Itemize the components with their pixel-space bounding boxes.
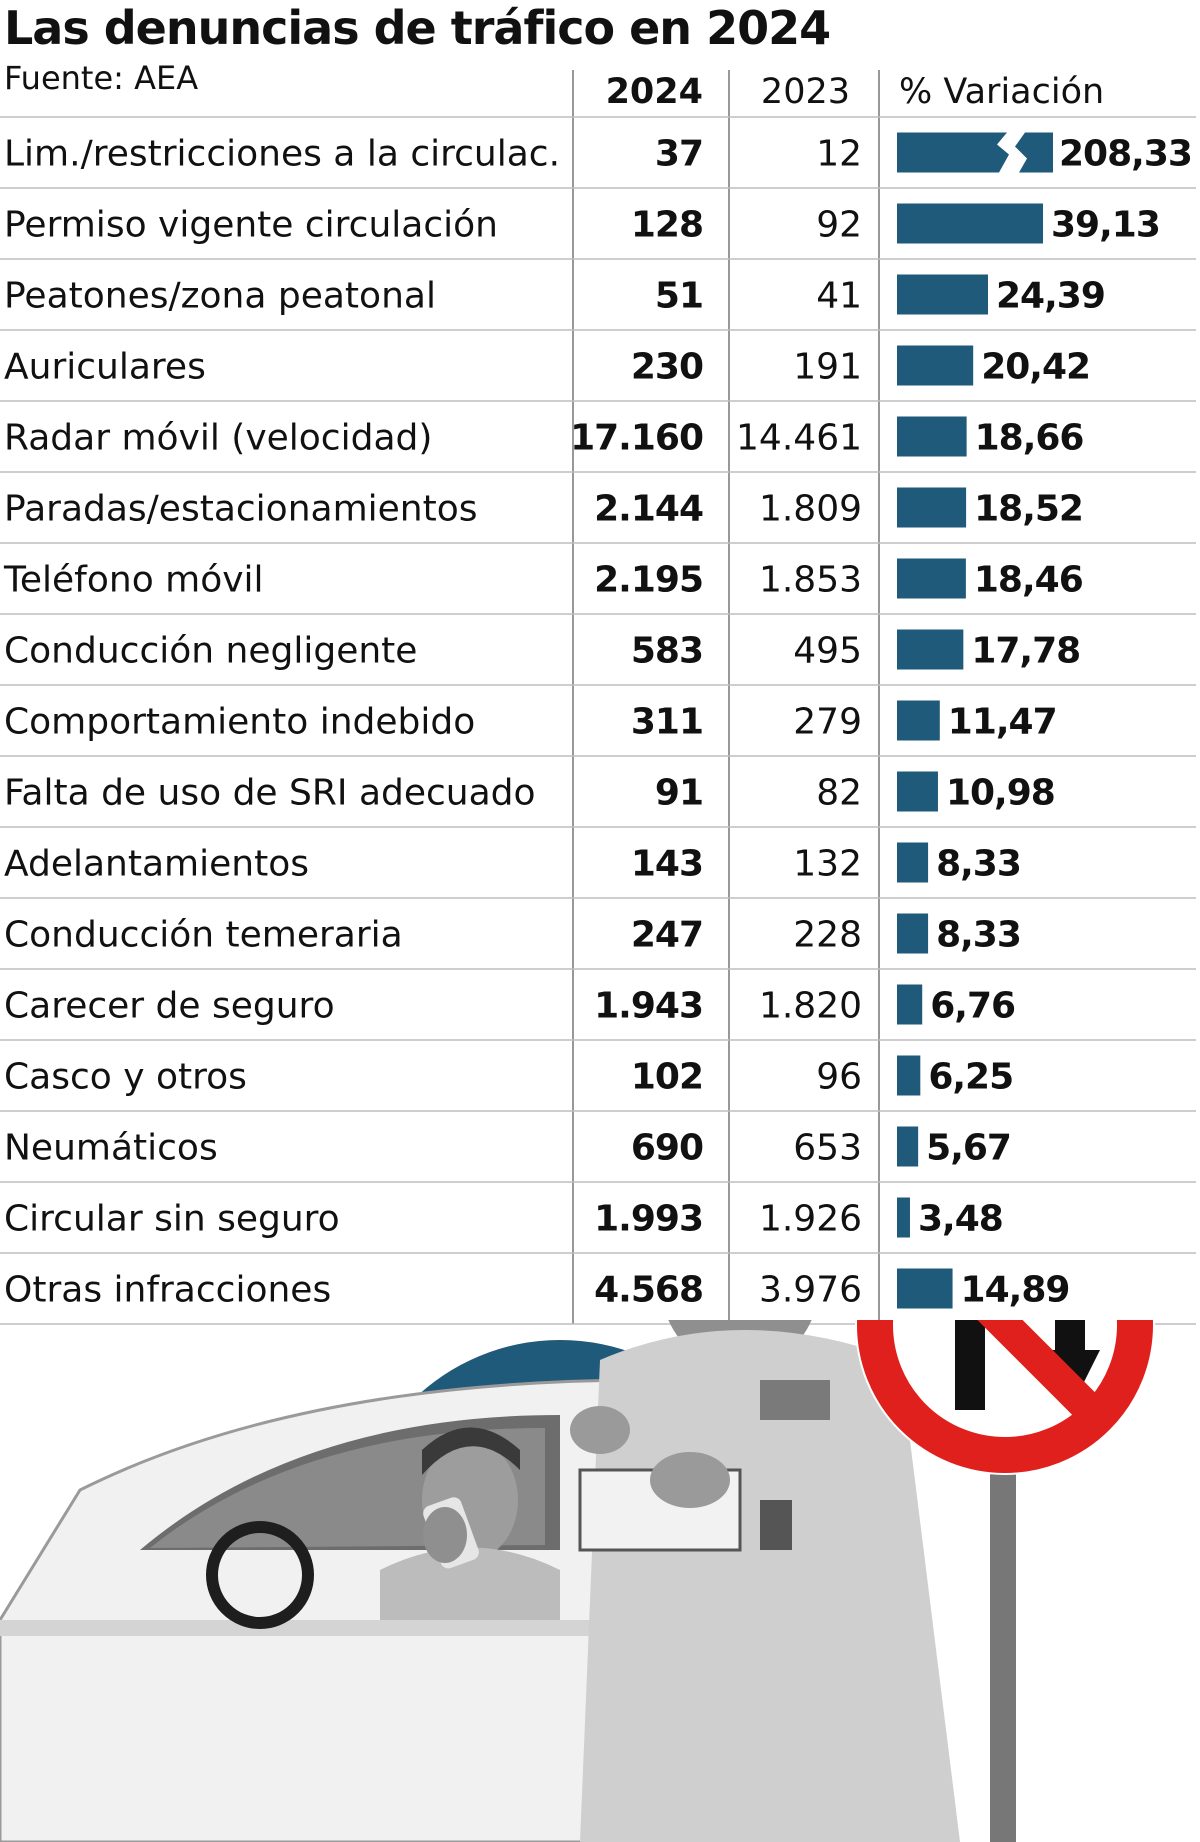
car-illustration (0, 1378, 662, 1842)
value-2023: 96 (816, 1057, 862, 1098)
variation-label: 6,76 (930, 986, 1015, 1027)
no-u-turn-sign-icon (855, 1320, 1155, 1842)
row-label: Permiso vigente circulación (4, 205, 498, 246)
value-2023: 653 (793, 1128, 862, 1169)
value-2024: 17.160 (570, 418, 703, 459)
variation-bar (897, 1055, 921, 1096)
variation-label: 208,33 (1059, 134, 1192, 175)
value-2024: 690 (631, 1128, 703, 1169)
value-2023: 14.461 (736, 418, 862, 459)
variation-bar (897, 700, 940, 741)
value-2023: 132 (793, 844, 862, 885)
value-2024: 1.993 (594, 1199, 703, 1240)
column-header-variation: % Variación (899, 72, 1104, 112)
column-header-2024: 2024 (606, 72, 703, 112)
row-label: Lim./restricciones a la circulac. (4, 134, 560, 175)
row-label: Circular sin seguro (4, 1199, 340, 1240)
value-2024: 247 (631, 915, 703, 956)
value-2024: 102 (631, 1057, 703, 1098)
variation-bar (897, 274, 989, 315)
value-2023: 92 (816, 205, 862, 246)
value-2023: 279 (793, 702, 862, 743)
variation-bar (897, 558, 966, 599)
value-2024: 311 (631, 702, 703, 743)
row-label: Peatones/zona peatonal (4, 276, 436, 317)
variation-table: 2024 2023 % Variación Lim./restricciones a … (0, 70, 1196, 1325)
variation-bar (897, 487, 967, 528)
row-label: Adelantamientos (4, 844, 309, 885)
row-label: Neumáticos (4, 1128, 218, 1169)
variation-bar (897, 771, 938, 812)
value-2024: 37 (655, 134, 703, 175)
chart-source: Fuente: AEA (4, 59, 199, 97)
variation-label: 20,42 (981, 347, 1090, 388)
value-2024: 2.144 (594, 489, 703, 530)
variation-label: 5,67 (926, 1128, 1011, 1169)
variation-label: 14,89 (961, 1270, 1070, 1311)
row-label: Comportamiento indebido (4, 702, 475, 743)
row-label: Teléfono móvil (3, 560, 264, 601)
variation-bar (897, 984, 923, 1025)
row-label: Auriculares (4, 347, 206, 388)
value-2023: 3.976 (759, 1270, 862, 1311)
value-2023: 191 (793, 347, 862, 388)
value-2024: 91 (655, 773, 703, 814)
value-2023: 1.809 (759, 489, 862, 530)
variation-label: 3,48 (918, 1199, 1003, 1240)
value-2023: 228 (793, 915, 862, 956)
value-2024: 4.568 (594, 1270, 703, 1311)
column-header-2023: 2023 (761, 72, 850, 112)
row-label: Otras infracciones (4, 1270, 331, 1311)
variation-label: 6,25 (928, 1057, 1013, 1098)
value-2023: 12 (816, 134, 862, 175)
row-label: Casco y otros (4, 1057, 247, 1098)
illustration (0, 1320, 1155, 1842)
variation-bar (897, 345, 974, 386)
variation-label: 39,13 (1051, 205, 1160, 246)
variation-bar (897, 629, 964, 670)
variation-bar (897, 203, 1043, 244)
variation-label: 24,39 (996, 276, 1105, 317)
variation-bar (897, 1268, 953, 1309)
row-label: Falta de uso de SRI adecuado (4, 773, 536, 814)
value-2023: 1.926 (759, 1199, 862, 1240)
value-2024: 230 (631, 347, 703, 388)
value-2024: 128 (631, 205, 703, 246)
variation-label: 8,33 (936, 915, 1021, 956)
driver-illustration (380, 1427, 560, 1620)
variation-bar (897, 913, 929, 954)
value-2023: 82 (816, 773, 862, 814)
variation-bar (897, 132, 1009, 173)
variation-label: 18,52 (974, 489, 1083, 530)
value-2024: 1.943 (594, 986, 703, 1027)
variation-label: 11,47 (948, 702, 1057, 743)
row-label: Radar móvil (velocidad) (4, 418, 432, 459)
value-2024: 583 (631, 631, 703, 672)
row-label: Carecer de seguro (4, 986, 335, 1027)
variation-label: 10,98 (946, 773, 1055, 814)
value-2024: 2.195 (594, 560, 703, 601)
row-label: Conducción temeraria (4, 915, 403, 956)
officer-illustration (570, 1320, 960, 1842)
variation-bar (897, 416, 967, 457)
value-2024: 143 (631, 844, 703, 885)
variation-label: 18,46 (974, 560, 1083, 601)
variation-bar (897, 1197, 910, 1238)
chart-title: Las denuncias de tráfico en 2024 (4, 1, 831, 55)
variation-bar-break (1015, 132, 1053, 173)
value-2023: 1.853 (759, 560, 862, 601)
variation-label: 8,33 (936, 844, 1021, 885)
variation-label: 17,78 (971, 631, 1080, 672)
value-2024: 51 (655, 276, 703, 317)
row-label: Paradas/estacionamientos (4, 489, 478, 530)
value-2023: 41 (816, 276, 862, 317)
variation-label: 18,66 (975, 418, 1084, 459)
row-label: Conducción negligente (4, 631, 417, 672)
variation-bar (897, 842, 929, 883)
value-2023: 495 (793, 631, 862, 672)
value-2023: 1.820 (759, 986, 862, 1027)
variation-bar (897, 1126, 919, 1167)
